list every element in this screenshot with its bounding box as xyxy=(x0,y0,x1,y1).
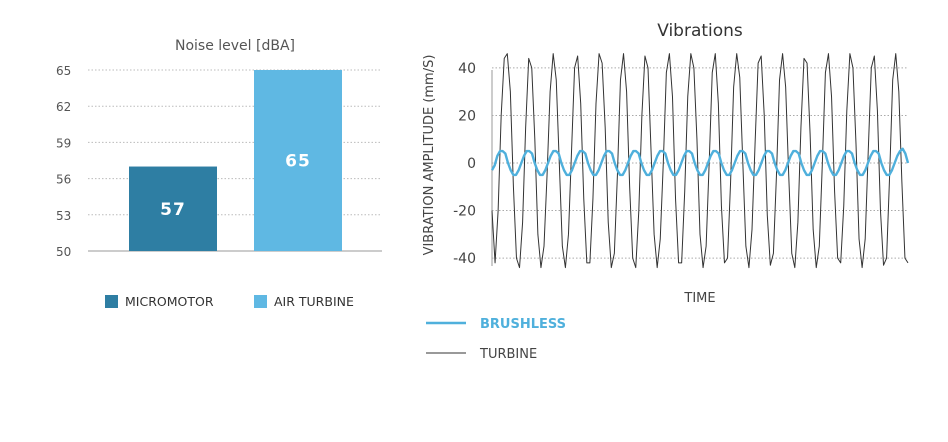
legend-label: AIR TURBINE xyxy=(274,294,354,309)
legend-label-brushless: BRUSHLESS xyxy=(480,317,566,332)
line-chart-y-axis-label: VIBRATION AMPLITUDE (mm/S) xyxy=(422,55,437,256)
line-chart-title: Vibrations xyxy=(657,21,743,41)
bar-chart-title: Noise level [dBA] xyxy=(175,38,295,54)
bar-air-turbine xyxy=(254,70,342,251)
vibrations-chart: Vibrations VIBRATION AMPLITUDE (mm/S) 40… xyxy=(422,21,910,362)
series-brushless xyxy=(490,147,910,177)
legend-label-turbine: TURBINE xyxy=(479,347,537,362)
bar-micromotor xyxy=(129,166,217,251)
bar-chart-legend: MICROMOTOR AIR TURBINE xyxy=(105,294,354,309)
line-y-tick-label: 0 xyxy=(467,156,476,172)
bar-chart-bars: 57 65 xyxy=(129,70,342,251)
line-chart-y-ticks: 40 20 0 -20 -40 xyxy=(453,61,476,267)
bar-chart-y-ticks: 50 53 56 59 62 65 xyxy=(56,64,71,259)
line-y-tick-label: -20 xyxy=(453,204,476,220)
legend-label: MICROMOTOR xyxy=(125,294,214,309)
noise-level-chart: Noise level [dBA] 50 53 56 59 62 65 57 65 MICR… xyxy=(56,38,382,309)
line-y-tick-label: -40 xyxy=(453,251,476,267)
line-y-tick-label: 40 xyxy=(458,61,476,77)
bar-y-tick-label: 59 xyxy=(56,136,71,150)
line-chart-legend: BRUSHLESS TURBINE xyxy=(426,317,566,362)
bar-value-label: 65 xyxy=(285,152,311,172)
legend-swatch xyxy=(254,295,267,308)
line-chart-series xyxy=(490,53,910,269)
bar-y-tick-label: 65 xyxy=(56,64,71,78)
legend-swatch xyxy=(105,295,118,308)
series-turbine xyxy=(491,53,909,269)
bar-y-tick-label: 62 xyxy=(56,100,71,114)
bar-value-label: 57 xyxy=(160,200,186,220)
bar-y-tick-label: 53 xyxy=(56,209,71,223)
line-chart-x-axis-label: TIME xyxy=(683,291,715,306)
line-y-tick-label: 20 xyxy=(458,108,476,124)
bar-y-tick-label: 50 xyxy=(56,245,71,259)
bar-y-tick-label: 56 xyxy=(56,173,71,187)
